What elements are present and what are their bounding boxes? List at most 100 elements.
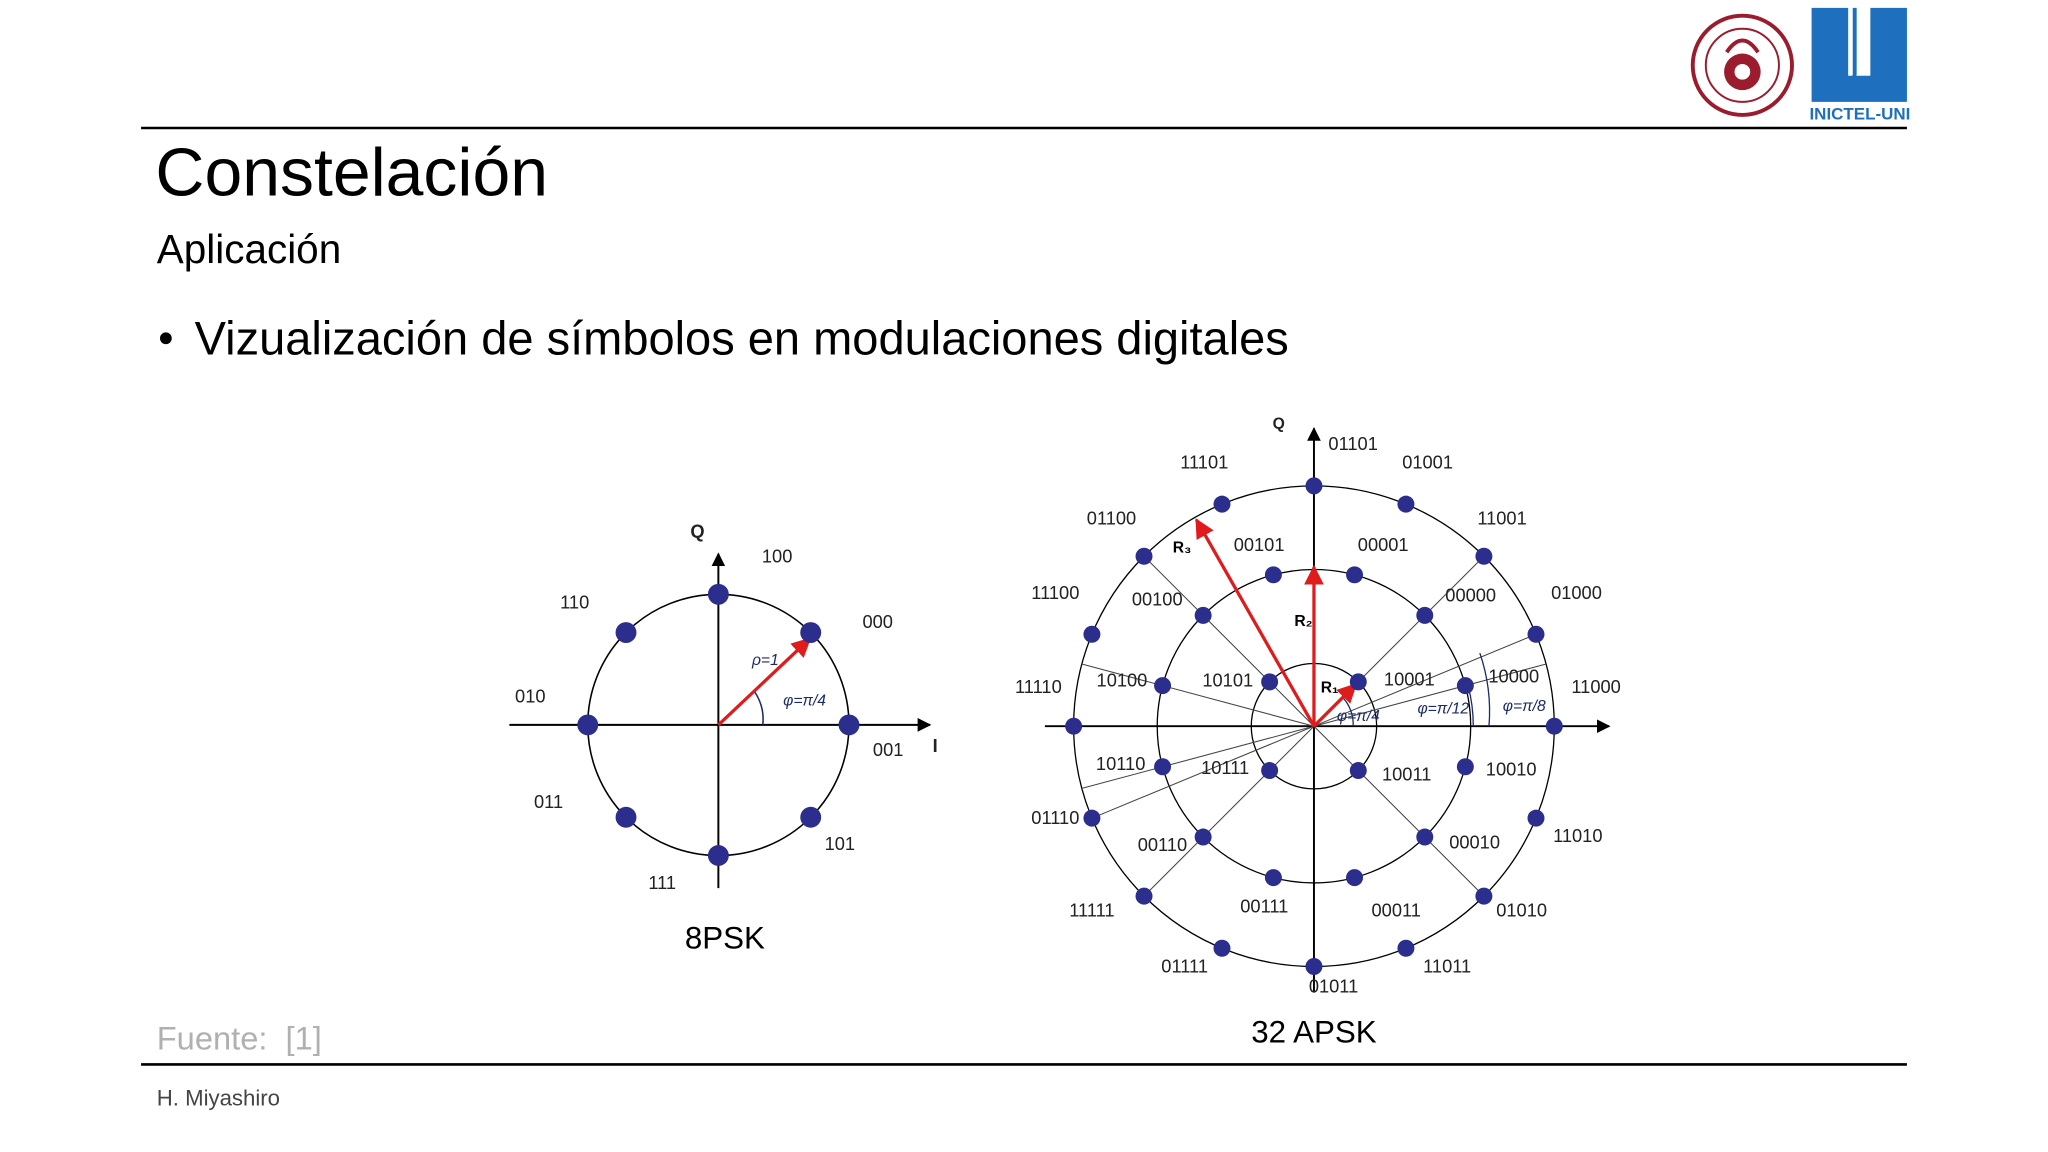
point-label: 000 [862, 611, 892, 632]
axis-label: Q [690, 521, 704, 542]
angle-arc [754, 691, 764, 725]
point-label: 01011 [1309, 975, 1358, 996]
constellation-point [1397, 495, 1415, 513]
constellation-point [1213, 939, 1231, 957]
annotation: R₁ [1321, 679, 1339, 696]
constellation-point [800, 622, 822, 643]
annotation: φ=π/4 [783, 693, 826, 710]
source-note: Fuente: [1] [157, 1020, 322, 1057]
spoke [1313, 725, 1485, 897]
point-label: 111 [648, 872, 676, 893]
point-label: 10100 [1097, 670, 1148, 691]
point-label: 10010 [1486, 758, 1537, 779]
constellation-point [1416, 828, 1434, 846]
point-label: 00101 [1234, 534, 1285, 555]
constellation-point [1346, 869, 1364, 887]
constellation-point [1475, 887, 1493, 905]
spoke [1091, 725, 1315, 819]
constellation-point [1475, 547, 1493, 565]
point-label: 11011 [1423, 956, 1471, 977]
annotation: φ=π/4 [1337, 708, 1380, 725]
slide-subtitle: Aplicación [157, 226, 341, 272]
constellation-point [1545, 717, 1563, 735]
constellation-point [1456, 758, 1474, 776]
constellation-point [1527, 809, 1545, 827]
constellation-point [1397, 939, 1415, 957]
point-label: 11101 [1180, 452, 1228, 473]
point-label: 101 [825, 833, 855, 854]
point-label: 00000 [1445, 585, 1496, 606]
constellation-point [1416, 606, 1434, 624]
spoke [1081, 725, 1315, 789]
constellation-point [1154, 758, 1172, 776]
point-label: 01000 [1551, 582, 1602, 603]
point-label: 00010 [1449, 832, 1500, 853]
point-label: 01010 [1496, 900, 1547, 921]
annotation: φ=π/8 [1503, 698, 1546, 715]
point-label: 00011 [1372, 900, 1421, 921]
constellation-point [707, 845, 729, 866]
axis-label: I [933, 735, 938, 756]
point-label: 100 [762, 546, 792, 567]
constellation-point [1349, 762, 1367, 780]
point-label: 10101 [1202, 670, 1253, 691]
constellation-point [1527, 625, 1545, 643]
axis-label: Q [1273, 416, 1285, 433]
arrow-r1 [1312, 683, 1358, 728]
point-label: 01101 [1328, 433, 1377, 454]
constellation-point [1213, 495, 1231, 513]
point-label: 00111 [1240, 896, 1288, 917]
constellation-point [1346, 566, 1364, 584]
point-label: 001 [873, 739, 903, 760]
constellation-point [1305, 477, 1323, 495]
uni-seal [1690, 13, 1794, 117]
slide-title: Constelación [155, 136, 548, 211]
point-label: 011 [534, 791, 563, 812]
constellation-point [1065, 717, 1083, 735]
point-label: 10110 [1096, 753, 1145, 774]
inictel-logo: INICTEL-UNI [1809, 7, 1910, 123]
point-label: 11110 [1015, 676, 1062, 697]
inictel-label: INICTEL-UNI [1809, 104, 1910, 123]
point-label: 00100 [1132, 589, 1183, 610]
constellation-point [615, 806, 637, 828]
diagram-caption: 32 APSK [1251, 1015, 1377, 1050]
diagram-32apsk: 11000 01000 11001 01001 01101 11101 01100 11100… [1015, 416, 1621, 997]
constellation-point [1261, 762, 1279, 780]
footer-author: H. Miyashiro [157, 1086, 280, 1111]
point-label: 01100 [1087, 508, 1136, 529]
constellation-point [1083, 809, 1101, 827]
diagram-caption: 8PSK [685, 921, 765, 956]
annotation: φ=π/12 [1417, 700, 1469, 717]
constellation-point [1456, 677, 1474, 695]
diagram-8psk: 001 000 100 110 010 011 111 101 Q Iρ=1 φ=π/4 [509, 521, 938, 893]
bullet-text: Vizualización de símbolos en modulacione… [195, 312, 1289, 365]
annotation: ρ=1 [751, 652, 779, 669]
constellation-point [707, 583, 729, 605]
angle-arc [1479, 652, 1491, 727]
point-label: 11100 [1031, 582, 1079, 603]
point-label: 11001 [1477, 508, 1526, 529]
point-label: 10011 [1382, 764, 1431, 785]
point-label: 11000 [1571, 676, 1620, 697]
spoke [1143, 725, 1315, 897]
constellation-point [1135, 887, 1153, 905]
constellation-point [838, 714, 860, 736]
constellation-point [1305, 958, 1323, 976]
constellation-point [800, 806, 822, 828]
spoke [1081, 663, 1315, 727]
point-label: 10000 [1488, 666, 1539, 687]
point-label: 110 [560, 591, 589, 612]
constellation-point [1154, 677, 1172, 695]
point-label: 010 [515, 685, 545, 706]
constellation-point [615, 622, 637, 643]
constellation-point [1261, 673, 1279, 691]
bullet-dot [160, 332, 172, 345]
point-label: 00001 [1358, 534, 1409, 555]
point-label: 01001 [1402, 452, 1453, 473]
constellation-point [577, 714, 599, 736]
constellation-point [1264, 869, 1282, 887]
point-label: 01111 [1161, 956, 1208, 977]
constellation-point [1083, 625, 1101, 643]
